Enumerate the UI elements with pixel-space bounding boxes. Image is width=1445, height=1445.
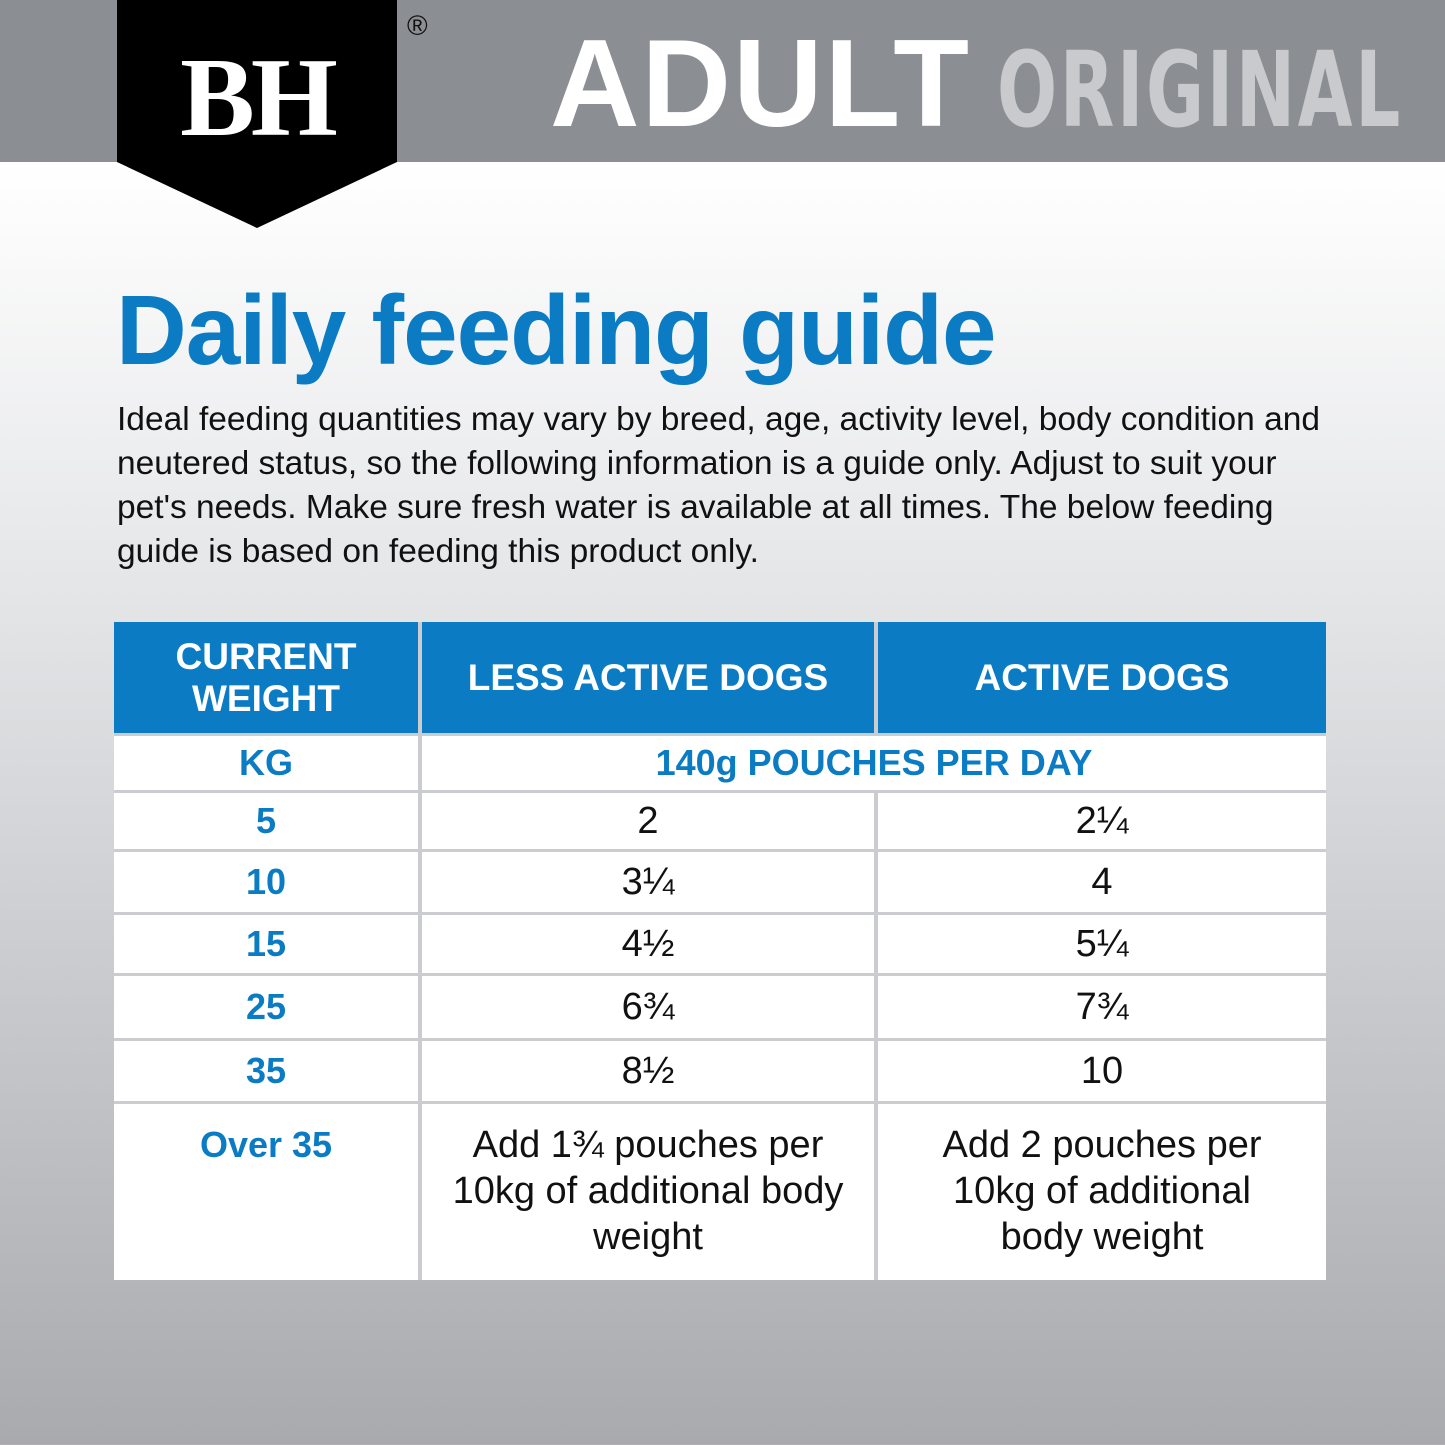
header-cell: LESS ACTIVE DOGS: [422, 622, 874, 733]
unit-cell: 140g POUCHES PER DAY: [422, 736, 1326, 790]
amount-cell: 5¼: [878, 915, 1326, 973]
header-cell: ACTIVE DOGS: [878, 622, 1326, 733]
title-light: ORIGINAL: [996, 29, 1403, 151]
weight-cell: Over 35: [114, 1104, 418, 1280]
weight-cell: 35: [114, 1041, 418, 1101]
intro-text: Ideal feeding quantities may vary by bre…: [117, 401, 1321, 570]
feeding-table: CURRENT WEIGHT LESS ACTIVE DOGS ACTIVE DOG…: [114, 622, 1326, 1280]
amount-cell: 4: [878, 852, 1326, 912]
weight-cell: 25: [114, 976, 418, 1038]
product-title: ADULT ORIGINAL: [550, 22, 1445, 152]
amount-cell: 10: [878, 1041, 1326, 1101]
title-bold: ADULT: [550, 15, 971, 153]
heading: Daily feeding guide: [116, 275, 996, 385]
amount-cell: Add 2 pouches per 10kg of additional bod…: [878, 1104, 1326, 1280]
weight-cell: 10: [114, 852, 418, 912]
amount-cell: 2¼: [878, 793, 1326, 849]
unit-cell: KG: [114, 736, 418, 790]
amount-cell: 3¼: [422, 852, 874, 912]
weight-cell: 5: [114, 793, 418, 849]
weight-cell: 15: [114, 915, 418, 973]
logo: BH: [180, 36, 338, 160]
amount-cell: 6¾: [422, 976, 874, 1038]
registered-mark: ®: [407, 10, 428, 41]
amount-cell: 4½: [422, 915, 874, 973]
logo-badge: BH: [117, 0, 397, 228]
amount-cell: 8½: [422, 1041, 874, 1101]
amount-cell: Add 1¾ pouches per 10kg of additional bo…: [422, 1104, 874, 1280]
amount-cell: 7¾: [878, 976, 1326, 1038]
amount-cell: 2: [422, 793, 874, 849]
header-cell: CURRENT WEIGHT: [114, 622, 418, 733]
